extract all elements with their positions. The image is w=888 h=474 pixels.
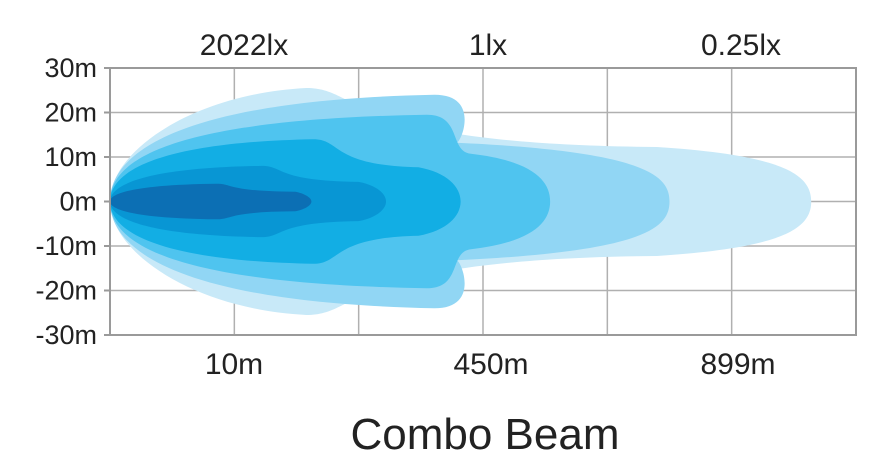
y-tick-labels: 30m 20m 10m 0m -10m -20m -30m <box>35 53 97 350</box>
y-tick-label: 0m <box>59 187 97 217</box>
y-tick-label: -20m <box>35 276 97 306</box>
y-tick-label: 20m <box>44 98 97 128</box>
y-tick-label: 30m <box>44 53 97 83</box>
distance-label: 899m <box>700 348 775 381</box>
y-tick-label: -30m <box>35 320 97 350</box>
distance-label: 450m <box>453 348 528 381</box>
lux-label: 1lx <box>469 29 507 62</box>
y-tick-label: 10m <box>44 142 97 172</box>
distance-label: 10m <box>205 348 263 381</box>
plot-frame <box>109 67 857 336</box>
lux-label: 0.25lx <box>701 29 781 62</box>
y-tick-label: -10m <box>35 231 97 261</box>
lux-labels: 2022lx 1lx 0.25lx <box>200 29 781 62</box>
beam-contour-6 <box>110 183 312 220</box>
beam-pattern <box>110 88 812 315</box>
chart-title: Combo Beam <box>350 410 619 459</box>
distance-labels: 10m 450m 899m <box>205 348 776 381</box>
lux-label: 2022lx <box>200 29 288 62</box>
